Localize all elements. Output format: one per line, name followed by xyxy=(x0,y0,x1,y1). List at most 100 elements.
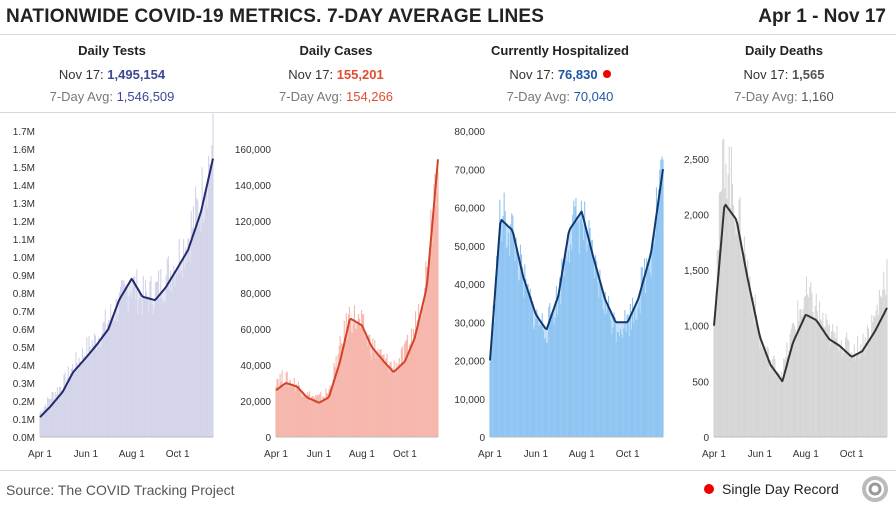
x-tick-label: Oct 1 xyxy=(616,449,640,460)
y-tick-label: 0.5M xyxy=(13,343,35,354)
stat-title: Daily Deaths xyxy=(744,43,824,58)
y-tick-label: 0.6M xyxy=(13,325,35,336)
y-tick-label: 0 xyxy=(479,433,485,444)
y-tick-label: 1.5M xyxy=(13,163,35,174)
x-tick-label: Aug 1 xyxy=(119,449,146,460)
y-tick-label: 0.3M xyxy=(13,379,35,390)
latest-value: 1,495,154 xyxy=(107,67,166,82)
y-tick-label: 500 xyxy=(692,377,709,388)
y-tick-label: 20,000 xyxy=(454,357,485,368)
x-tick-label: Apr 1 xyxy=(28,449,52,460)
avg-area xyxy=(714,204,887,437)
latest-label: Nov 17: xyxy=(288,67,337,82)
divider xyxy=(0,112,896,113)
x-tick-label: Jun 1 xyxy=(748,449,773,460)
y-tick-label: 1.4M xyxy=(13,181,35,192)
y-tick-label: 2,000 xyxy=(684,210,709,221)
stat-average: 7-Day Avg: 154,266 xyxy=(224,89,448,104)
avg-value: 154,266 xyxy=(345,89,393,104)
divider xyxy=(0,470,896,471)
stat-average: 7-Day Avg: 1,160 xyxy=(672,89,896,104)
stat-average: 7-Day Avg: 70,040 xyxy=(448,89,672,104)
stat-currently-hospitalized: Currently Hospitalized Nov 17: 76,830 7-… xyxy=(448,34,672,112)
latest-label: Nov 17: xyxy=(509,67,558,82)
stat-latest: Nov 17: 1,495,154 xyxy=(0,67,224,82)
y-tick-label: 70,000 xyxy=(454,165,485,176)
y-tick-label: 1.1M xyxy=(13,235,35,246)
y-tick-label: 30,000 xyxy=(454,318,485,329)
stat-title: Daily Cases xyxy=(299,43,373,58)
avg-label: 7-Day Avg: xyxy=(734,89,802,104)
avg-label: 7-Day Avg: xyxy=(506,89,574,104)
y-tick-label: 1.6M xyxy=(13,145,35,156)
y-tick-label: 0.4M xyxy=(13,361,35,372)
y-tick-label: 0.2M xyxy=(13,397,35,408)
source-note: Source: The COVID Tracking Project xyxy=(6,482,235,498)
header-bar: NATIONWIDE COVID-19 METRICS. 7-DAY AVERA… xyxy=(0,0,896,35)
y-tick-label: 80,000 xyxy=(240,289,271,300)
x-tick-label: Aug 1 xyxy=(793,449,820,460)
latest-value: 76,830 xyxy=(557,67,598,82)
chart-currently-hospitalized: 0 10,000 20,000 30,000 40,000 50,000 60,000 70,… xyxy=(454,127,664,460)
x-tick-label: Aug 1 xyxy=(569,449,596,460)
stat-latest: Nov 17: 155,201 xyxy=(224,67,448,82)
chart-daily-tests: 0.0M 0.1M 0.2M 0.3M 0.4M 0.5M 0.6M 0.7M 0.8M 0.9M… xyxy=(13,113,214,460)
chart-daily-cases: 0 20,000 40,000 60,000 80,000 100,000 120,000 1… xyxy=(235,145,439,460)
latest-label: Nov 17: xyxy=(743,67,792,82)
x-tick-label: Apr 1 xyxy=(702,449,726,460)
record-dot-icon xyxy=(602,70,611,78)
legend: Single Day Record xyxy=(704,481,839,497)
y-tick-label: 0.7M xyxy=(13,307,35,318)
x-tick-label: Apr 1 xyxy=(264,449,288,460)
y-tick-label: 1.3M xyxy=(13,199,35,210)
record-dot-icon xyxy=(704,484,714,494)
y-tick-label: 40,000 xyxy=(240,361,271,372)
stat-title: Currently Hospitalized xyxy=(491,43,629,58)
y-tick-label: 0.1M xyxy=(13,415,35,426)
stat-daily-tests: Daily Tests Nov 17: 1,495,154 7-Day Avg:… xyxy=(0,34,224,112)
y-tick-label: 80,000 xyxy=(454,127,485,138)
y-tick-label: 50,000 xyxy=(454,242,485,253)
y-tick-label: 0 xyxy=(703,433,709,444)
latest-value: 155,201 xyxy=(336,67,384,82)
y-tick-label: 0.0M xyxy=(13,433,35,444)
tracking-project-logo-icon xyxy=(862,476,888,502)
y-tick-label: 0.9M xyxy=(13,271,35,282)
latest-value: 1,565 xyxy=(791,67,825,82)
chart-daily-deaths: 0 500 1,000 1,500 2,000 2,500 Apr 1 Jun 1 Aug 1 O… xyxy=(684,138,888,460)
y-tick-label: 1.7M xyxy=(13,127,35,138)
x-tick-label: Oct 1 xyxy=(166,449,190,460)
y-tick-label: 1,500 xyxy=(684,266,709,277)
stat-latest: Nov 17: 1,565 xyxy=(672,67,896,82)
avg7-line xyxy=(39,158,214,418)
stat-daily-deaths: Daily Deaths Nov 17: 1,565 7-Day Avg: 1,… xyxy=(672,34,896,112)
avg7-line xyxy=(489,168,664,361)
y-tick-label: 160,000 xyxy=(235,145,272,156)
y-tick-label: 1.2M xyxy=(13,217,35,228)
y-tick-label: 0.8M xyxy=(13,289,35,300)
avg-label: 7-Day Avg: xyxy=(49,89,117,104)
legend-label: Single Day Record xyxy=(722,481,839,497)
y-tick-label: 100,000 xyxy=(235,253,272,264)
stat-average: 7-Day Avg: 1,546,509 xyxy=(0,89,224,104)
x-tick-label: Jun 1 xyxy=(307,449,332,460)
y-tick-label: 1.0M xyxy=(13,253,35,264)
date-range: Apr 1 - Nov 17 xyxy=(758,6,886,27)
y-tick-label: 120,000 xyxy=(235,217,272,228)
y-tick-label: 20,000 xyxy=(240,397,271,408)
avg7-line xyxy=(275,159,439,404)
avg-label: 7-Day Avg: xyxy=(279,89,346,104)
x-tick-label: Oct 1 xyxy=(840,449,864,460)
y-tick-label: 140,000 xyxy=(235,181,272,192)
avg7-line xyxy=(713,203,888,383)
stat-daily-cases: Daily Cases Nov 17: 155,201 7-Day Avg: 1… xyxy=(224,34,448,112)
x-tick-label: Aug 1 xyxy=(349,449,376,460)
avg-value: 1,546,509 xyxy=(116,89,175,104)
avg-value: 70,040 xyxy=(573,89,614,104)
x-tick-label: Jun 1 xyxy=(524,449,549,460)
y-tick-label: 2,500 xyxy=(684,155,709,166)
avg-area xyxy=(40,158,213,437)
page-title: NATIONWIDE COVID-19 METRICS. 7-DAY AVERA… xyxy=(6,6,545,27)
x-tick-label: Oct 1 xyxy=(393,449,417,460)
avg-value: 1,160 xyxy=(801,89,834,104)
